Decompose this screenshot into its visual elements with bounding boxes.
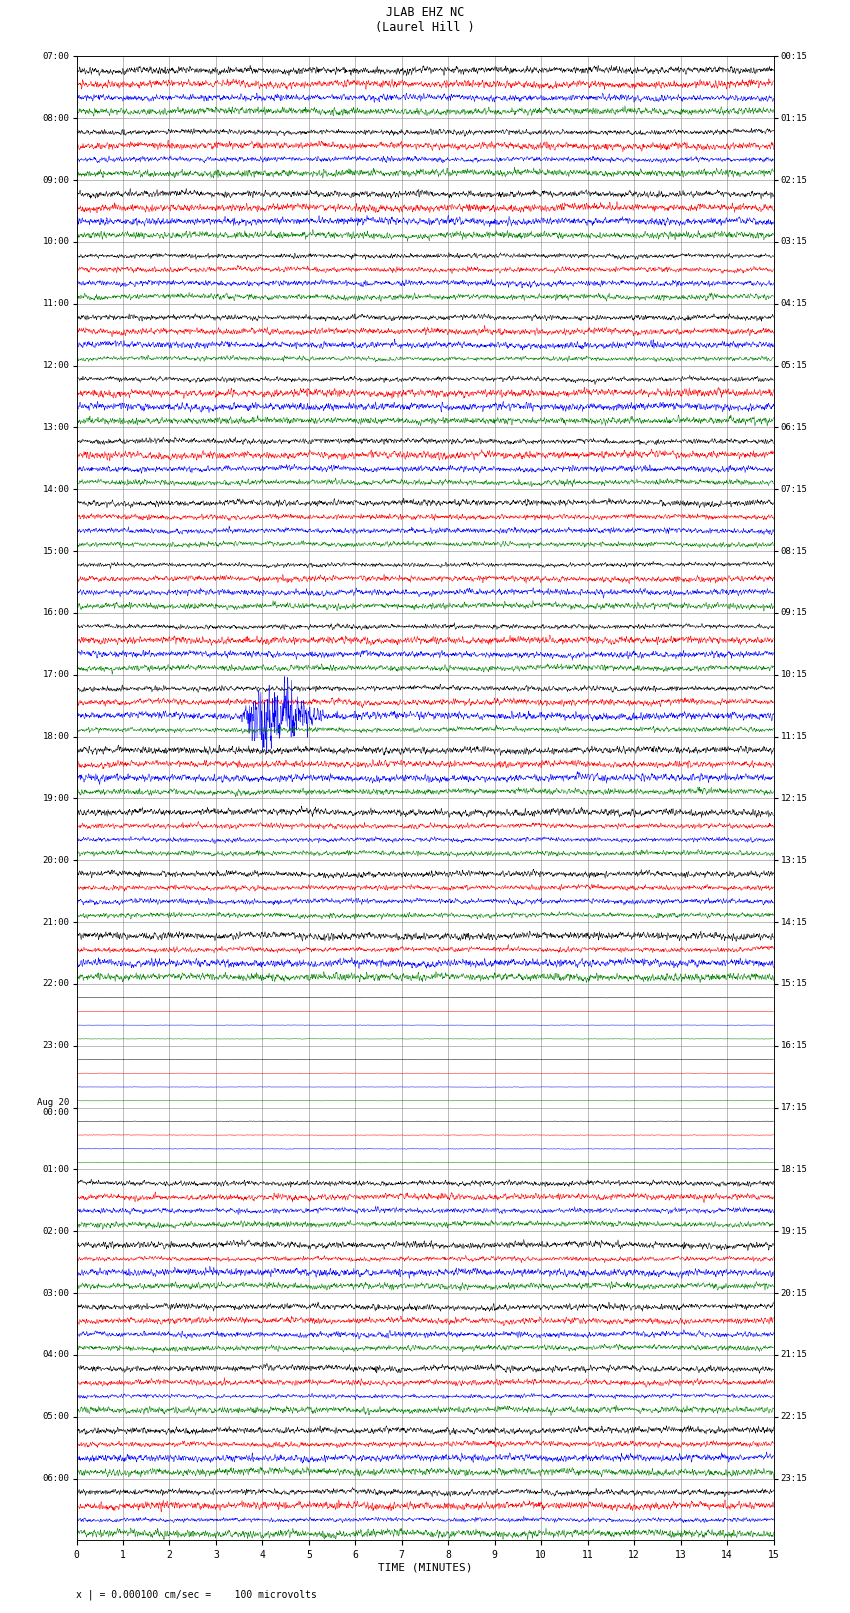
Text: x | = 0.000100 cm/sec =    100 microvolts: x | = 0.000100 cm/sec = 100 microvolts [76, 1589, 317, 1600]
Title: JLAB EHZ NC
(Laurel Hill ): JLAB EHZ NC (Laurel Hill ) [375, 6, 475, 34]
X-axis label: TIME (MINUTES): TIME (MINUTES) [377, 1563, 473, 1573]
